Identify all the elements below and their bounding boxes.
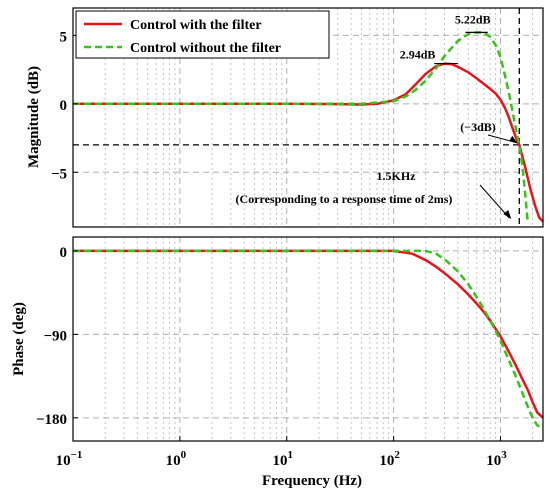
phase-series-without-filter <box>73 249 544 430</box>
annotation-minus-3db: (−3dB) <box>460 120 496 134</box>
y-tick-label: 5 <box>60 29 68 45</box>
phase-series-with-filter <box>73 249 544 419</box>
annotation-peak-with-filter: 2.94dB <box>400 48 436 62</box>
legend: Control with the filter Control without t… <box>75 10 330 59</box>
y-tick-label: −180 <box>36 412 67 428</box>
magnitude-y-ticks: 5 0 −5 <box>51 29 78 182</box>
x-tick-label: 102 <box>379 449 400 469</box>
legend-label-with-filter: Control with the filter <box>130 18 262 33</box>
x-tick-label: 100 <box>166 449 187 469</box>
legend-label-without-filter: Control without the filter <box>130 41 281 56</box>
x-tick-label: 10−1 <box>56 449 83 469</box>
phase-grid <box>73 237 543 441</box>
annotation-cutoff-frequency: 1.5KHz <box>377 169 417 183</box>
phase-panel: 0 −90 −180 Phase (deg) 10−1 100 101 102 103 Fr… <box>11 236 544 489</box>
annotation-response-time: (Corresponding to a response time of 2ms… <box>236 192 453 206</box>
x-axis-label: Frequency (Hz) <box>262 473 362 489</box>
arrowhead-minus-3db <box>509 135 518 143</box>
y-tick-label: 0 <box>60 98 68 114</box>
x-ticks: 10−1 100 101 102 103 <box>56 436 507 469</box>
x-tick-label: 101 <box>272 449 293 469</box>
arrowhead-cutoff-frequency <box>503 210 512 219</box>
y-tick-label: −90 <box>43 328 67 344</box>
y-tick-label: 0 <box>60 245 68 261</box>
legend-box <box>75 10 330 59</box>
arrow-cutoff-frequency <box>479 184 510 219</box>
phase-series <box>73 249 544 430</box>
magnitude-reference-lines <box>73 8 543 227</box>
y-tick-label: −5 <box>51 166 67 182</box>
phase-y-label: Phase (deg) <box>11 302 27 376</box>
magnitude-annotations: 5.22dB 2.94dB (−3dB) 1.5KHz (Corresponding t… <box>236 12 518 219</box>
annotation-peak-without-filter: 5.22dB <box>455 12 491 26</box>
magnitude-axes-frame <box>72 7 544 228</box>
phase-axes-frame <box>72 236 544 442</box>
magnitude-y-label: Magnitude (dB) <box>26 66 42 168</box>
phase-y-ticks: 0 −90 −180 <box>36 245 78 428</box>
magnitude-panel: 5 0 −5 Magnitude (dB) 5.22dB 2.94dB (−3dB) 1.… <box>26 7 544 228</box>
x-tick-label: 103 <box>486 449 507 469</box>
